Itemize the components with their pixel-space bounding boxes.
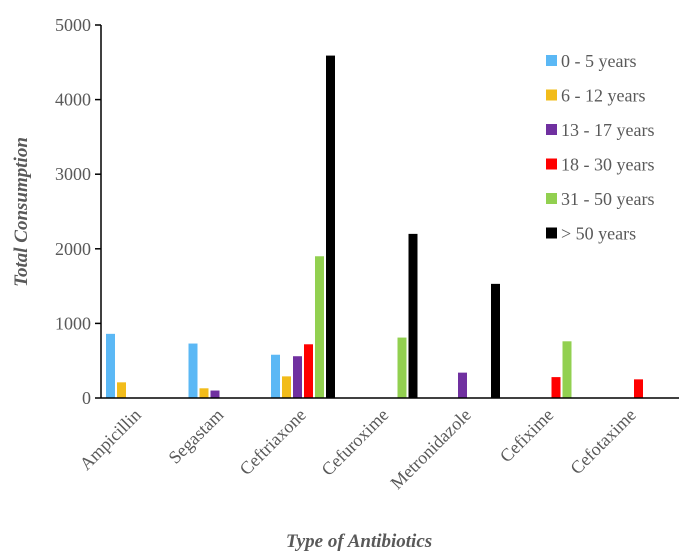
bar-segastam-series-0 (188, 343, 198, 398)
y-tick-label: 5000 (55, 15, 91, 35)
legend: 0 - 5 years 6 - 12 years 13 - 17 years 18 -… (546, 51, 654, 244)
bar-segastam-series-2 (210, 390, 220, 398)
legend-swatch (546, 124, 557, 135)
x-category-label: Cefotaxime (566, 405, 640, 479)
bar-ceftriaxone-series-5 (326, 55, 335, 398)
legend-swatch (546, 158, 557, 170)
legend-label: 0 - 5 years (561, 51, 636, 71)
y-tick-label: 0 (82, 388, 91, 408)
legend-swatch (546, 227, 557, 239)
bar-cefuroxime-series-4 (397, 337, 407, 398)
bar-ampicillin-series-0 (106, 333, 115, 398)
y-axis-ticks: 0 1000 2000 3000 4000 5000 (55, 15, 101, 408)
legend-swatch (546, 55, 557, 66)
bar-metronidazole-series-5 (491, 283, 500, 398)
legend-label: 6 - 12 years (561, 86, 645, 106)
x-axis-title: Type of Antibiotics (286, 531, 432, 552)
legend-label: 31 - 50 years (561, 189, 654, 209)
bars-layer (106, 55, 643, 398)
bar-metronidazole-series-2 (458, 372, 467, 398)
bar-ceftriaxone-series-1 (282, 376, 291, 398)
legend-swatch (546, 193, 557, 204)
bar-cefotaxime-series-3 (634, 379, 643, 398)
bar-cefuroxime-series-5 (408, 233, 418, 398)
x-category-label: Ampicillin (76, 405, 145, 474)
y-axis-title: Total Consumption (11, 137, 32, 287)
bar-segastam-series-1 (199, 388, 209, 398)
x-category-label: Cefixime (496, 405, 558, 467)
bar-cefixime-series-4 (562, 341, 572, 398)
bar-ampicillin-series-1 (117, 382, 126, 398)
legend-label: > 50 years (561, 224, 636, 244)
bar-cefixime-series-3 (551, 377, 561, 398)
legend-label: 18 - 30 years (561, 155, 654, 175)
x-category-label: Ceftriaxone (236, 405, 310, 479)
bar-ceftriaxone-series-0 (271, 354, 280, 398)
legend-swatch (546, 89, 557, 101)
y-tick-label: 4000 (55, 90, 91, 110)
x-category-label: Metronidazole (386, 405, 474, 493)
y-tick-label: 1000 (55, 313, 91, 333)
y-tick-label: 3000 (55, 164, 91, 184)
x-category-label: Cefuroxime (317, 405, 392, 480)
bar-ceftriaxone-series-3 (304, 344, 313, 398)
bar-ceftriaxone-series-2 (293, 356, 302, 398)
x-axis-category-labels: Ampicillin Segastam Ceftriaxone CefuroximeM… (76, 405, 640, 493)
bar-ceftriaxone-series-4 (315, 256, 324, 398)
x-category-label: Segastam (164, 405, 227, 468)
legend-label: 13 - 17 years (561, 120, 654, 140)
y-tick-label: 2000 (55, 239, 91, 259)
